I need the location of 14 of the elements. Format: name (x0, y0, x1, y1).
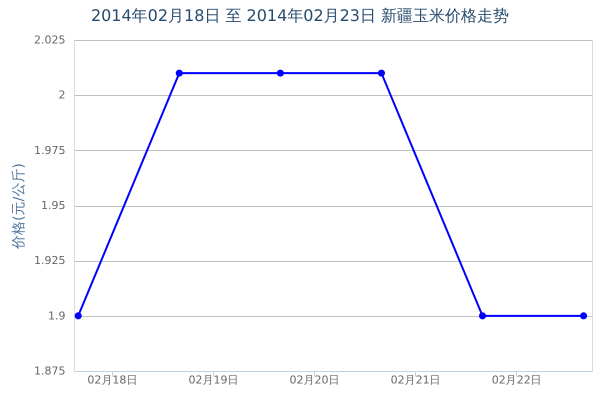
y-tick-label: 1.875 (34, 364, 66, 378)
y-tick-label: 2 (58, 88, 66, 102)
y-tick-label: 1.95 (41, 199, 66, 212)
y-axis-title: 价格(元/公斤) (11, 163, 28, 250)
y-tick-label: 1.975 (34, 144, 66, 157)
x-tick-label: 02月20日 (290, 374, 340, 386)
x-tick-label: 02月19日 (188, 374, 238, 386)
y-tick-label: 2.025 (34, 34, 66, 46)
y-tick-label: 1.9 (48, 309, 66, 322)
x-tick-label: 02月21日 (390, 374, 441, 386)
chart-title: 2014年02月18日 至 2014年02月23日 新疆玉米价格走势 (90, 6, 510, 25)
x-tick-label: 02月22日 (492, 374, 542, 386)
y-tick-label: 1.925 (34, 254, 66, 268)
x-tick-label: 02月18日 (87, 374, 138, 386)
